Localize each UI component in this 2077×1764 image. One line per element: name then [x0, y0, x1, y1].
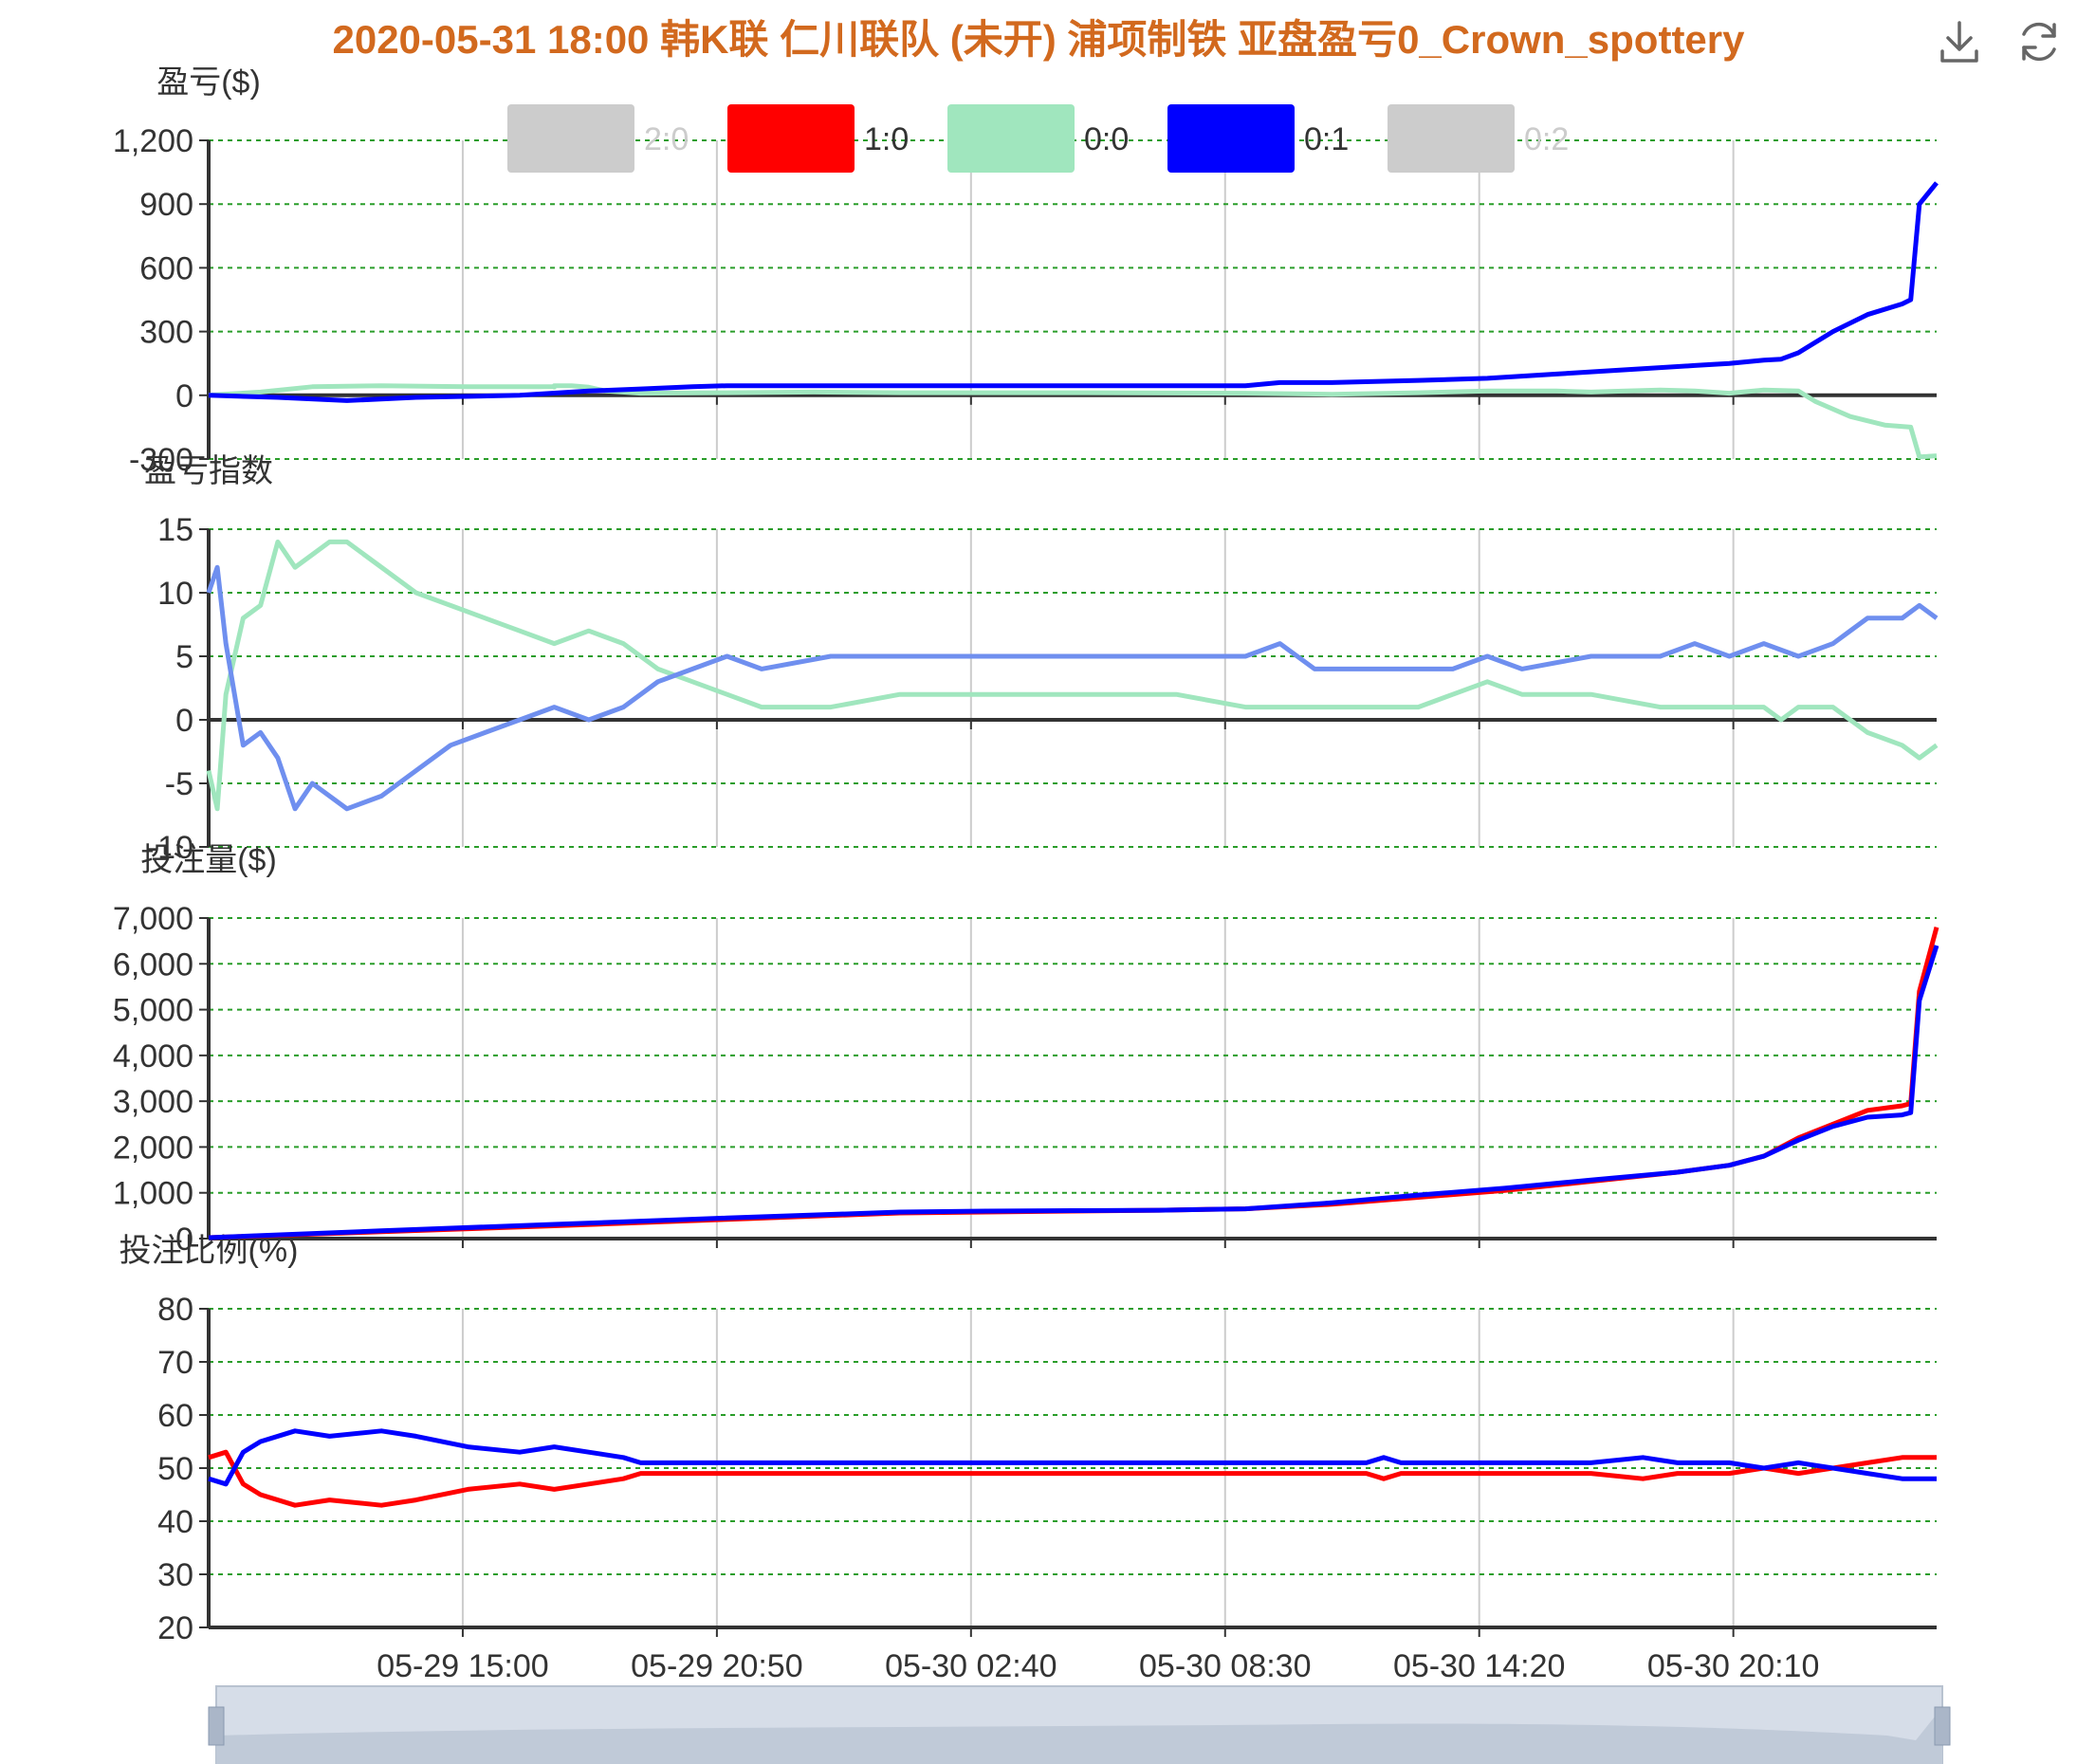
legend-item-0-2[interactable]: 0:2 — [1388, 104, 1569, 173]
legend: 2:0 1:0 0:0 0:1 0:2 — [507, 104, 1569, 173]
y-tick-label: 2,000 — [113, 1130, 193, 1166]
y-axis-name: 盈亏指数 — [144, 453, 273, 489]
y-tick-label: -5 — [165, 766, 193, 802]
y-tick-label: 600 — [139, 250, 193, 286]
x-tick-label: 05-30 20:10 — [1647, 1648, 1820, 1684]
series-line-0-1[interactable] — [208, 1428, 1937, 1487]
y-tick-label: 0 — [175, 1222, 193, 1258]
x-tick-label: 05-30 14:20 — [1393, 1648, 1566, 1684]
y-tick-label: 30 — [157, 1557, 193, 1593]
y-tick-label: 900 — [139, 187, 193, 223]
series-line-0-1[interactable] — [208, 945, 1939, 1240]
y-tick-label: 60 — [157, 1398, 193, 1434]
download-icon[interactable] — [1935, 17, 1984, 66]
y-tick-label: 6,000 — [113, 946, 193, 983]
y-tick-label: 50 — [157, 1451, 193, 1487]
series-layer — [206, 181, 1939, 1508]
series-line-1-0[interactable] — [208, 927, 1939, 1240]
legend-item-0-1[interactable]: 0:1 — [1167, 104, 1349, 173]
y-tick-label: 5,000 — [113, 993, 193, 1029]
y-tick-label: 70 — [157, 1345, 193, 1381]
legend-label[interactable]: 0:0 — [1084, 121, 1129, 157]
data-zoom-handle-left[interactable] — [208, 1706, 225, 1746]
y-tick-label: 40 — [157, 1504, 193, 1540]
y-tick-label: 0 — [175, 378, 193, 414]
y-axis-name: 盈亏($) — [156, 64, 261, 101]
legend-item-0-0[interactable]: 0:0 — [947, 104, 1129, 173]
y-axis-name: 投注量($) — [140, 842, 277, 878]
series-line-0-1[interactable] — [206, 564, 1939, 812]
legend-label[interactable]: 0:2 — [1524, 121, 1569, 157]
data-zoom-preview — [216, 1707, 1942, 1764]
y-tick-label: 7,000 — [113, 901, 193, 937]
y-tick-label: 1,000 — [113, 1176, 193, 1212]
series-line-0-0[interactable] — [206, 539, 1939, 812]
legend-label[interactable]: 2:0 — [644, 121, 689, 157]
x-tick-label: 05-30 02:40 — [885, 1648, 1057, 1684]
y-tick-label: 3,000 — [113, 1084, 193, 1120]
y-tick-label: 1,200 — [113, 123, 193, 159]
y-tick-label: 20 — [157, 1610, 193, 1646]
y-tick-label: 5 — [175, 639, 193, 675]
legend-swatch[interactable] — [1167, 104, 1295, 173]
y-tick-label: -10 — [147, 830, 193, 866]
legend-item-1-0[interactable]: 1:0 — [727, 104, 909, 173]
y-tick-label: 10 — [157, 576, 193, 612]
y-tick-label: -300 — [129, 442, 193, 478]
legend-swatch[interactable] — [507, 104, 634, 173]
data-zoom-slider[interactable] — [208, 1685, 1951, 1764]
series-line-0-1[interactable] — [208, 181, 1939, 403]
legend-swatch[interactable] — [727, 104, 855, 173]
y-tick-label: 0 — [175, 703, 193, 739]
grid-layer — [209, 139, 1937, 1628]
legend-swatch[interactable] — [947, 104, 1075, 173]
series-line-1-0[interactable] — [208, 1449, 1937, 1508]
x-tick-label: 05-29 15:00 — [377, 1648, 549, 1684]
x-tick-label: 05-29 20:50 — [631, 1648, 803, 1684]
y-tick-label: 15 — [157, 512, 193, 548]
y-tick-label: 300 — [139, 315, 193, 351]
legend-item-2-0[interactable]: 2:0 — [507, 104, 689, 173]
series-line-0-0[interactable] — [208, 383, 1938, 460]
refresh-icon[interactable] — [2014, 17, 2064, 66]
chart-title: 2020-05-31 18:00 韩K联 仁川联队 (未开) 浦项制铁 亚盘盈亏… — [332, 17, 1745, 62]
y-tick-label: 4,000 — [113, 1038, 193, 1075]
y-axis-name: 投注比例(%) — [119, 1233, 299, 1269]
axis-layer: -30003006009001,200盈亏($)-10-5051015盈亏指数0… — [113, 64, 1937, 1684]
x-tick-label: 05-30 08:30 — [1139, 1648, 1312, 1684]
legend-swatch[interactable] — [1388, 104, 1515, 173]
legend-label[interactable]: 0:1 — [1304, 121, 1349, 157]
data-zoom-handle-right[interactable] — [1934, 1706, 1951, 1746]
legend-label[interactable]: 1:0 — [864, 121, 909, 157]
y-tick-label: 80 — [157, 1292, 193, 1328]
